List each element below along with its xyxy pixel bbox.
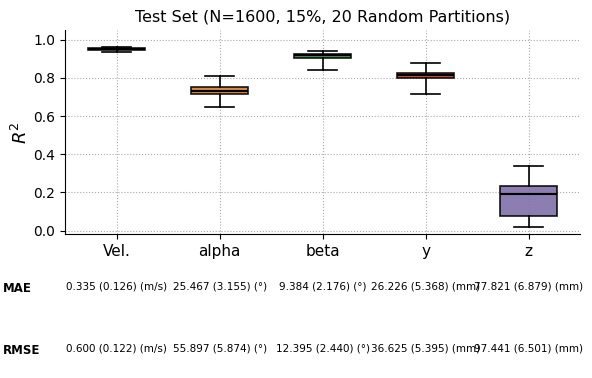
Text: 0.335 (0.126) (m/s): 0.335 (0.126) (m/s): [66, 282, 167, 291]
Text: MAE: MAE: [3, 282, 32, 294]
PathPatch shape: [397, 73, 454, 78]
Text: 9.384 (2.176) (°): 9.384 (2.176) (°): [279, 282, 366, 291]
Text: 25.467 (3.155) (°): 25.467 (3.155) (°): [173, 282, 266, 291]
Text: 55.897 (5.874) (°): 55.897 (5.874) (°): [173, 344, 266, 354]
Title: Test Set (N=1600, 15%, 20 Random Partitions): Test Set (N=1600, 15%, 20 Random Partiti…: [135, 10, 510, 25]
Text: 12.395 (2.440) (°): 12.395 (2.440) (°): [276, 344, 369, 354]
Text: 97.441 (6.501) (mm): 97.441 (6.501) (mm): [474, 344, 583, 354]
Text: 0.600 (0.122) (m/s): 0.600 (0.122) (m/s): [66, 344, 167, 354]
Y-axis label: $R^2$: $R^2$: [11, 121, 31, 144]
PathPatch shape: [294, 54, 351, 58]
Text: RMSE: RMSE: [3, 344, 40, 357]
PathPatch shape: [191, 87, 248, 94]
Text: 36.625 (5.395) (mm): 36.625 (5.395) (mm): [371, 344, 480, 354]
Text: 26.226 (5.368) (mm): 26.226 (5.368) (mm): [371, 282, 480, 291]
PathPatch shape: [88, 48, 145, 50]
PathPatch shape: [500, 186, 557, 216]
Text: 77.821 (6.879) (mm): 77.821 (6.879) (mm): [474, 282, 583, 291]
